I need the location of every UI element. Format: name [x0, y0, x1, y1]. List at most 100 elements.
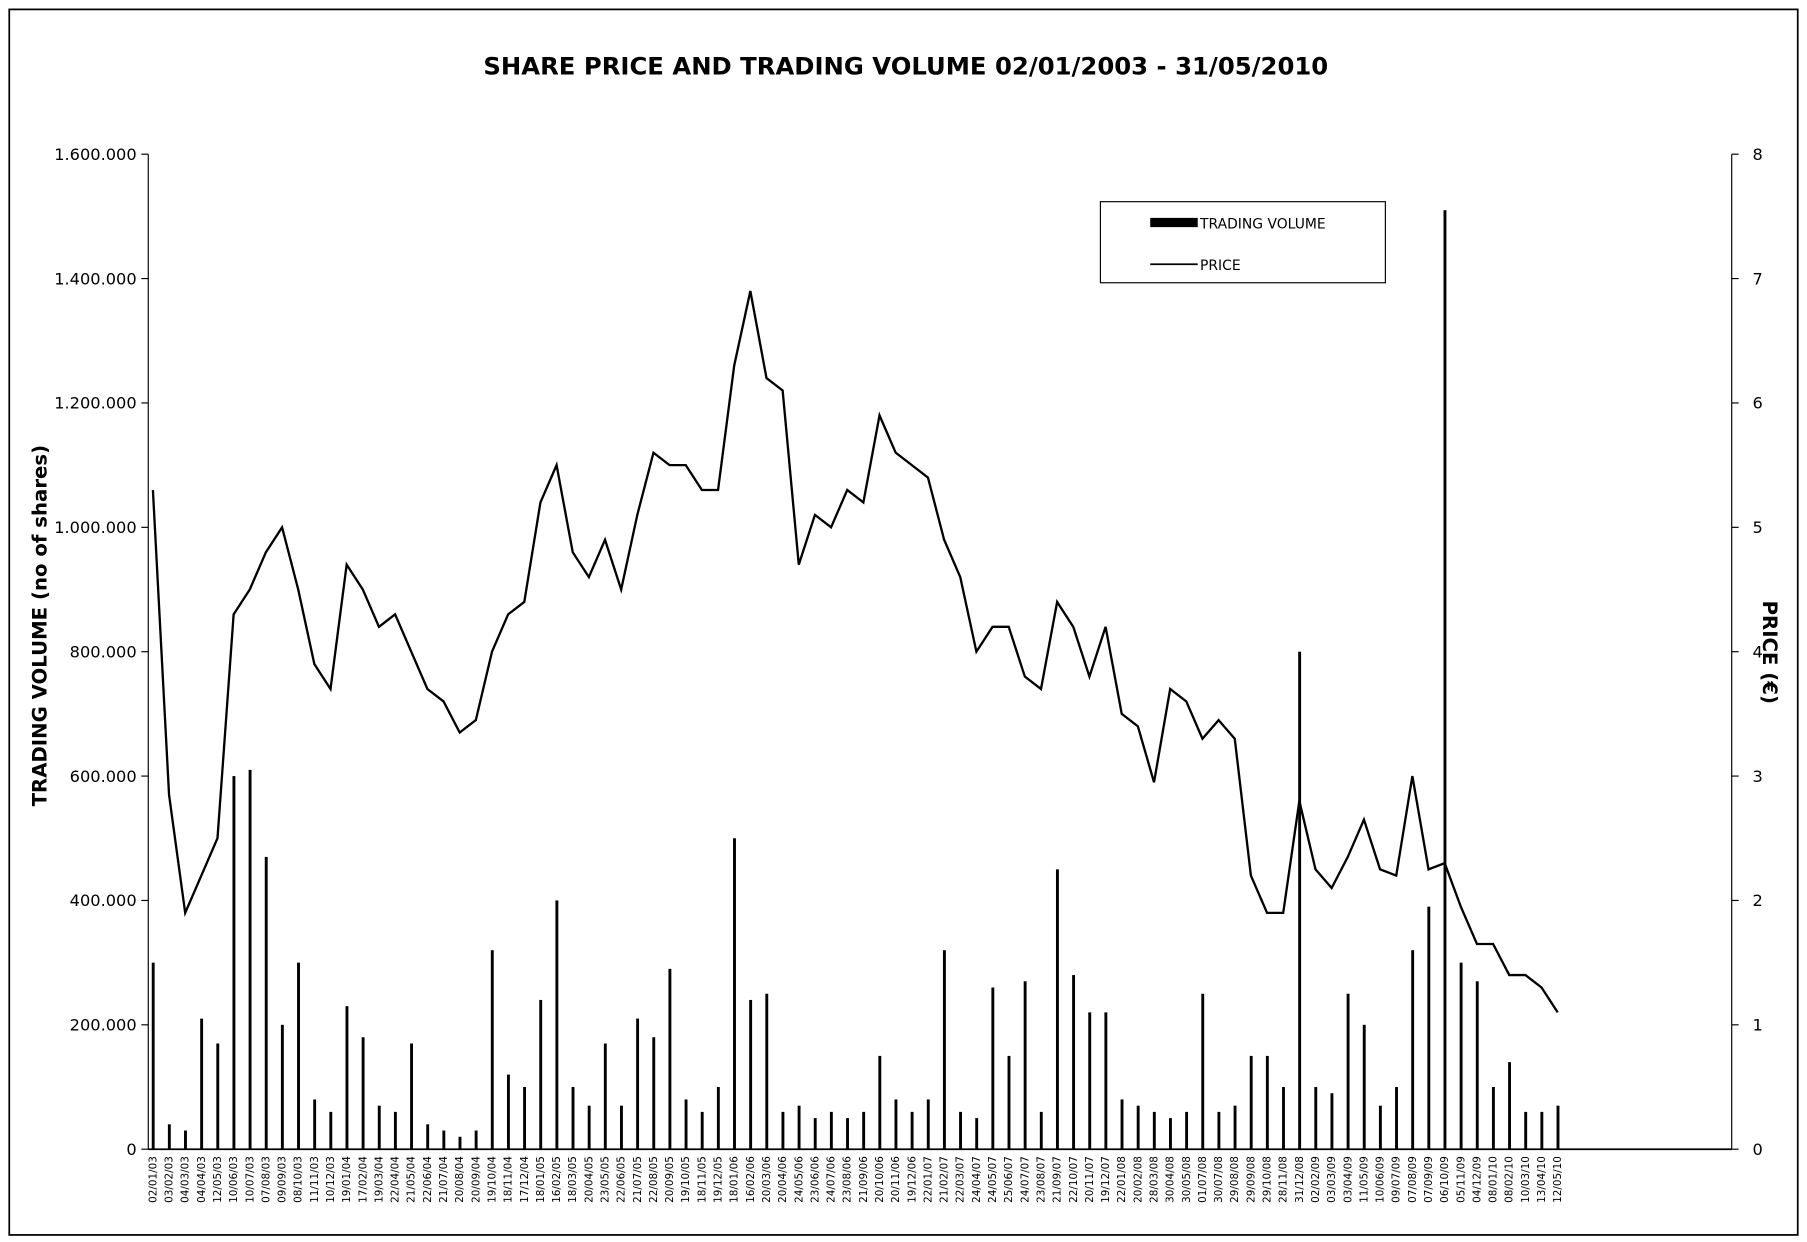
volume-bar	[1524, 1111, 1528, 1150]
volume-bar	[1185, 1111, 1189, 1150]
volume-bar	[1039, 1111, 1043, 1150]
x-tick-label: 20/08/04	[454, 1156, 466, 1203]
volume-bar	[151, 962, 155, 1150]
volume-bar	[539, 999, 543, 1150]
x-tick-label: 30/05/08	[1181, 1156, 1193, 1203]
y-tick-label: 200.000	[70, 1016, 137, 1035]
volume-bar	[1007, 1055, 1011, 1150]
y2-tick-label: 1	[1753, 1016, 1763, 1035]
x-tick-label: 11/05/09	[1358, 1156, 1370, 1203]
x-tick-label: 07/09/09	[1423, 1156, 1435, 1203]
x-tick-label: 23/05/05	[599, 1156, 611, 1203]
x-tick-label: 19/10/04	[486, 1156, 498, 1203]
x-tick-label: 23/06/06	[809, 1156, 821, 1203]
x-tick-label: 22/06/04	[422, 1156, 434, 1203]
x-tick-label: 22/01/08	[1116, 1156, 1128, 1203]
volume-bar	[1330, 1093, 1334, 1150]
y2-tick-label: 4	[1753, 642, 1763, 661]
x-tick-label: 23/08/07	[1035, 1156, 1047, 1203]
legend-label: TRADING VOLUME	[1199, 216, 1326, 232]
volume-bar	[1201, 993, 1205, 1150]
volume-bar	[200, 1018, 204, 1150]
volume-bar	[1104, 1012, 1108, 1150]
volume-bar	[490, 950, 494, 1150]
x-tick-label: 10/12/03	[325, 1156, 337, 1203]
volume-bar	[1169, 1118, 1172, 1150]
volume-bar	[1378, 1105, 1382, 1150]
volume-bar	[1395, 1087, 1398, 1150]
x-tick-label: 30/04/08	[1165, 1156, 1177, 1203]
x-tick-label: 06/10/09	[1439, 1156, 1451, 1203]
volume-bar	[652, 1037, 656, 1150]
x-tick-label: 29/10/08	[1262, 1156, 1274, 1203]
x-tick-label: 22/03/07	[955, 1156, 967, 1203]
volume-bar	[1491, 1087, 1495, 1150]
x-tick-label: 18/01/06	[729, 1156, 741, 1203]
x-tick-label: 16/02/06	[745, 1156, 757, 1203]
volume-bar	[1233, 1105, 1237, 1150]
chart-title: SHARE PRICE AND TRADING VOLUME 02/01/200…	[483, 51, 1328, 80]
y2-axis-label: PRICE (€)	[1758, 601, 1781, 704]
volume-bar	[1556, 1105, 1560, 1150]
x-tick-label: 05/11/09	[1455, 1156, 1467, 1203]
y-tick-label: 600.000	[70, 767, 137, 786]
x-tick-label: 08/01/10	[1488, 1156, 1500, 1203]
x-tick-label: 22/04/04	[390, 1156, 402, 1203]
x-tick-label: 21/07/05	[632, 1156, 644, 1203]
x-tick-label: 02/02/09	[1310, 1156, 1322, 1203]
x-tick-label: 20/02/08	[1132, 1156, 1144, 1203]
volume-bar	[555, 900, 559, 1150]
volume-bar	[1072, 975, 1076, 1150]
volume-bar	[1314, 1087, 1318, 1150]
x-tick-label: 20/09/05	[664, 1156, 676, 1203]
volume-bar	[216, 1043, 220, 1150]
x-tick-label: 24/05/07	[987, 1156, 999, 1203]
volume-bar	[862, 1111, 866, 1150]
price-line	[151, 290, 1559, 1014]
volume-bar	[1055, 869, 1059, 1150]
y2-tick-label: 0	[1753, 1140, 1763, 1159]
x-tick-label: 24/07/06	[826, 1156, 838, 1203]
x-tick-label: 21/02/07	[939, 1156, 951, 1203]
volume-bar	[361, 1037, 365, 1150]
volume-bar	[474, 1130, 478, 1150]
volume-bar	[1088, 1012, 1092, 1150]
volume-bar	[377, 1105, 381, 1150]
volume-bar	[313, 1099, 317, 1150]
x-tick-label: 31/12/08	[1294, 1156, 1306, 1203]
x-tick-label: 04/04/03	[196, 1156, 208, 1203]
x-tick-label: 12/05/10	[1552, 1156, 1564, 1203]
volume-bar	[942, 950, 946, 1150]
volume-bar	[329, 1111, 333, 1150]
volume-bar	[297, 962, 300, 1150]
x-tick-label: 10/03/10	[1520, 1156, 1532, 1203]
x-tick-label: 19/01/04	[341, 1156, 353, 1203]
x-tick-label: 22/01/07	[922, 1156, 934, 1203]
volume-bar	[442, 1130, 446, 1150]
volume-bar	[523, 1087, 527, 1150]
x-tick-label: 03/03/09	[1326, 1156, 1338, 1203]
volume-bar	[926, 1099, 930, 1150]
x-tick-label: 21/09/06	[858, 1156, 870, 1203]
volume-bar	[280, 1024, 284, 1150]
x-tick-label: 21/07/04	[438, 1156, 450, 1203]
volume-bar	[991, 987, 995, 1150]
x-tick-label: 18/11/04	[503, 1156, 515, 1203]
x-tick-label: 19/12/06	[906, 1156, 918, 1203]
y-tick-label: 1.400.000	[54, 269, 136, 288]
x-tick-label: 24/04/07	[971, 1156, 983, 1203]
x-tick-label: 08/10/03	[293, 1156, 305, 1203]
volume-bar	[846, 1118, 849, 1150]
y-tick-label: 800.000	[70, 642, 137, 661]
x-tick-label: 20/11/07	[1084, 1156, 1096, 1203]
x-tick-label: 09/07/09	[1391, 1156, 1403, 1203]
volume-bar	[1540, 1111, 1544, 1150]
x-tick-label: 19/03/04	[373, 1156, 385, 1203]
volume-bar	[345, 1006, 349, 1150]
x-tick-label: 21/05/04	[406, 1156, 418, 1203]
volume-bar	[587, 1105, 591, 1150]
x-tick-label: 25/06/07	[1003, 1156, 1015, 1203]
volume-bar	[975, 1118, 979, 1150]
x-tick-label: 18/03/05	[567, 1156, 579, 1203]
